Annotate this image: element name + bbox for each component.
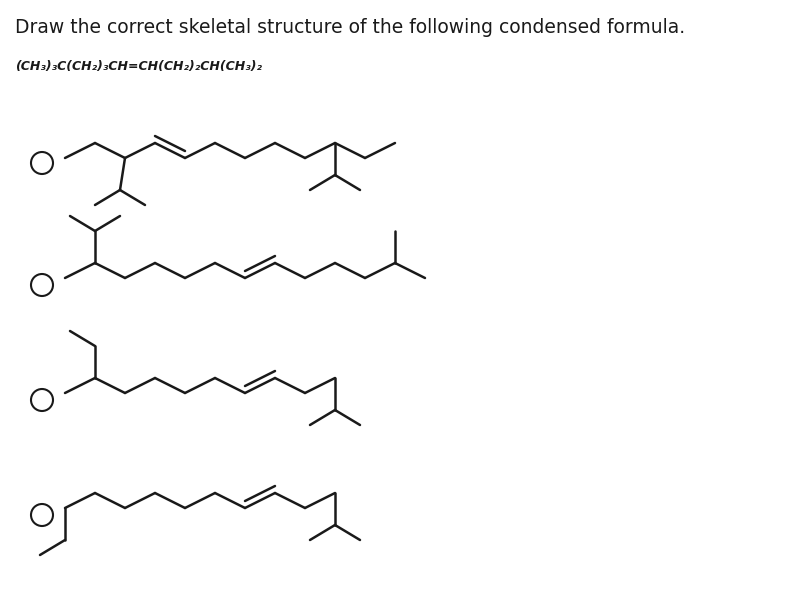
Text: (CH₃)₃C(CH₂)₃CH=CH(CH₂)₂CH(CH₃)₂: (CH₃)₃C(CH₂)₃CH=CH(CH₂)₂CH(CH₃)₂ [15,60,262,73]
Text: Draw the correct skeletal structure of the following condensed formula.: Draw the correct skeletal structure of t… [15,18,685,37]
